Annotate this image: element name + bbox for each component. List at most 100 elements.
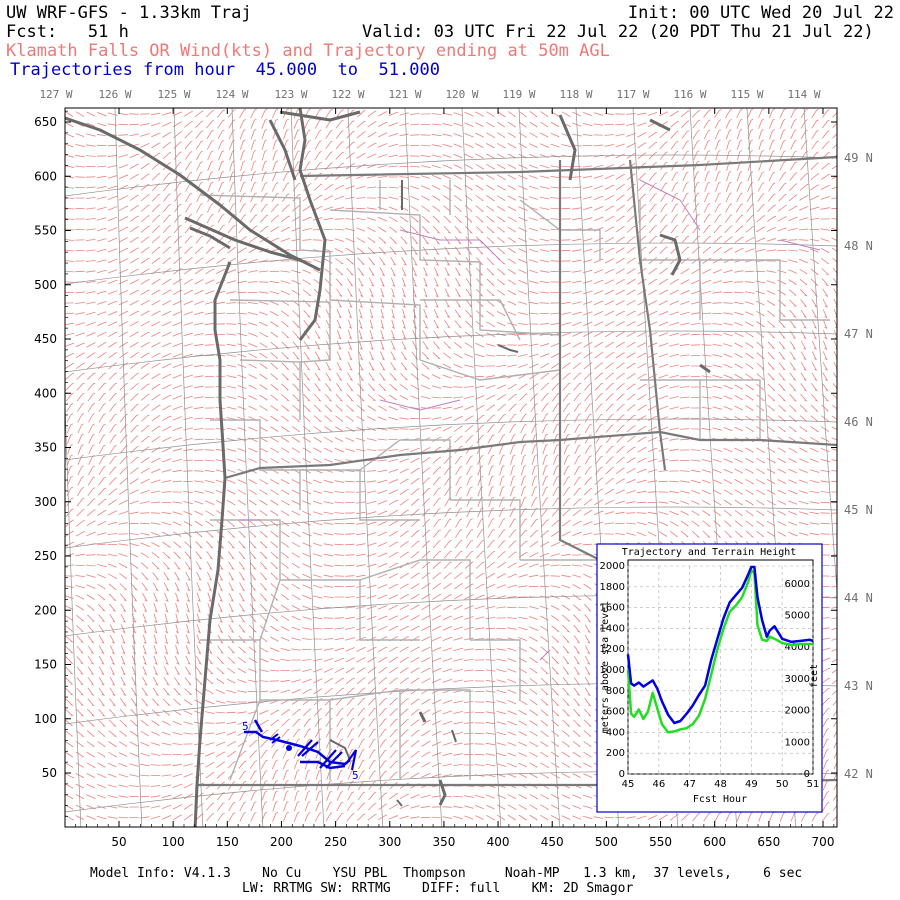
longitude-labels: 127 W 126 W 125 W 124 W 123 W 122 W 121 W 120 W… xyxy=(39,88,820,101)
trajectory-hours: Trajectories from hour 45.000 to 51.000 xyxy=(10,61,440,79)
longitude-label: 118 W xyxy=(559,88,592,101)
trajectory-height-line xyxy=(626,565,814,725)
inset-x-tick: 45 xyxy=(622,779,635,790)
inset-x-tick: 50 xyxy=(776,779,789,790)
traj-prefix: Trajectories from hour xyxy=(10,60,236,80)
x-tick-label: 400 xyxy=(487,835,510,849)
chart-title: UW WRF-GFS - 1.33km Traj xyxy=(6,3,252,23)
y-tick-label: 600 xyxy=(34,169,57,183)
latitude-label: 46 N xyxy=(844,415,873,429)
traj-end-marker: 5 xyxy=(352,769,359,782)
longitude-label: 124 W xyxy=(215,88,248,101)
inset-y-tick: 800 xyxy=(606,686,625,697)
forecast-label: Fcst: xyxy=(6,22,58,42)
latitude-label: 42 N xyxy=(844,767,873,781)
x-tick-label: 700 xyxy=(812,835,835,849)
inset-y-tick: 200 xyxy=(606,748,625,759)
inset-x-tick: 46 xyxy=(652,779,665,790)
inset-y2-tick: 3000 xyxy=(785,674,810,685)
inset-x-tick: 47 xyxy=(683,779,696,790)
county-boundaries xyxy=(199,180,830,781)
us-canada-border xyxy=(299,155,837,178)
longitude-label: 115 W xyxy=(730,88,763,101)
latitude-label: 48 N xyxy=(844,239,873,253)
x-tick-label: 200 xyxy=(270,835,293,849)
x-tick-label: 350 xyxy=(432,835,455,849)
x-tick-label: 500 xyxy=(595,835,618,849)
longitude-label: 126 W xyxy=(98,88,131,101)
traj-start-marker: 5 xyxy=(242,720,249,733)
x-tick-label: 150 xyxy=(216,835,239,849)
x-tick-label: 450 xyxy=(541,835,564,849)
chart-subtitle: Klamath Falls OR Wind(kts) and Trajector… xyxy=(6,41,610,61)
coastline xyxy=(65,108,711,827)
inset-y2-tick: 2000 xyxy=(785,706,810,717)
inset-x-tick: 48 xyxy=(714,779,727,790)
longitude-label: 116 W xyxy=(673,88,706,101)
inset-x-tick: 49 xyxy=(745,779,758,790)
inset-x-ticks: 45 46 47 48 49 50 51 xyxy=(622,779,820,790)
inset-x-label: Fcst Hour xyxy=(693,794,747,805)
traj-to-word: to xyxy=(337,60,359,80)
y-tick-label: 250 xyxy=(34,549,57,563)
inset-y-tick: 0 xyxy=(619,769,625,780)
latitude-labels: 49 N 48 N 47 N 46 N 45 N 44 N 43 N 42 N xyxy=(844,151,873,781)
y-tick-label: 100 xyxy=(34,712,57,726)
valid-time: Valid: 03 UTC Fri 22 Jul 22 (20 PDT Thu … xyxy=(362,22,874,42)
inset-y2-tick: 0 xyxy=(804,769,810,780)
y-tick-label: 650 xyxy=(34,115,57,129)
inset-y-tick: 2000 xyxy=(600,561,625,572)
forecast-value: 51 h xyxy=(87,22,129,42)
inset-x-tick: 51 xyxy=(807,779,820,790)
inset-title: Trajectory and Terrain Height xyxy=(622,547,797,558)
inset-y-tick: 600 xyxy=(606,707,625,718)
init-time: Init: 00 UTC Wed 20 Jul 22 xyxy=(627,3,894,23)
map-frame xyxy=(64,107,838,828)
inset-y-tick: 1600 xyxy=(600,603,625,614)
longitude-label: 127 W xyxy=(39,88,72,101)
model-info-2: LW: RRTMG SW: RRTMG DIFF: full KM: 2D Sm… xyxy=(242,881,634,896)
x-tick-label: 300 xyxy=(378,835,401,849)
x-tick-label: 100 xyxy=(162,835,185,849)
y-tick-labels: 650 600 550 500 450 400 350 300 250 200 150 100 50 xyxy=(34,115,57,780)
longitude-label: 119 W xyxy=(502,88,535,101)
y-tick-label: 550 xyxy=(34,224,57,238)
rivers-lakes xyxy=(240,179,821,661)
latitude-label: 47 N xyxy=(844,327,873,341)
y-tick-label: 200 xyxy=(34,603,57,617)
latitude-label: 44 N xyxy=(844,591,873,605)
latitude-label: 43 N xyxy=(844,679,873,693)
longitude-label: 117 W xyxy=(616,88,649,101)
inset-series xyxy=(626,565,814,734)
longitude-label: 120 W xyxy=(445,88,478,101)
inset-y2-tick: 1000 xyxy=(785,737,810,748)
traj-to: 51.000 xyxy=(378,60,440,80)
inset-y-tick: 1800 xyxy=(600,582,625,593)
y-tick-label: 150 xyxy=(34,658,57,672)
traj-from: 45.000 xyxy=(255,60,318,80)
inset-y2-tick: 5000 xyxy=(785,611,810,622)
x-tick-label: 250 xyxy=(324,835,347,849)
wa-or-border xyxy=(224,430,661,480)
x-tick-label: 600 xyxy=(703,835,726,849)
latitude-label: 45 N xyxy=(844,503,873,517)
inset-y-label: meters above sea level xyxy=(600,601,611,733)
inset-chart: Trajectory and Terrain Height 2000180016… xyxy=(596,543,823,813)
y-tick-label: 450 xyxy=(34,332,57,346)
inset-y2-ticks: 6000 5000 4000 3000 2000 1000 0 xyxy=(785,579,810,780)
y-tick-label: 350 xyxy=(34,441,57,455)
trajectory: 5 5 xyxy=(242,719,359,782)
y-tick-label: 300 xyxy=(34,495,57,509)
forecast-hour: Fcst: 51 h xyxy=(6,23,129,41)
inset-y-tick: 400 xyxy=(606,727,625,738)
terrain-height-line xyxy=(626,568,813,734)
y-tick-label: 500 xyxy=(34,278,57,292)
frame-ticks xyxy=(65,108,837,827)
model-info: Model Info: V4.1.3 No Cu YSU PBL Thompso… xyxy=(90,866,803,881)
x-tick-label: 650 xyxy=(757,835,780,849)
x-tick-label: 550 xyxy=(649,835,672,849)
inset-y2-tick: 4000 xyxy=(785,642,810,653)
id-mt-border xyxy=(628,159,667,471)
longitude-label: 122 W xyxy=(331,88,364,101)
